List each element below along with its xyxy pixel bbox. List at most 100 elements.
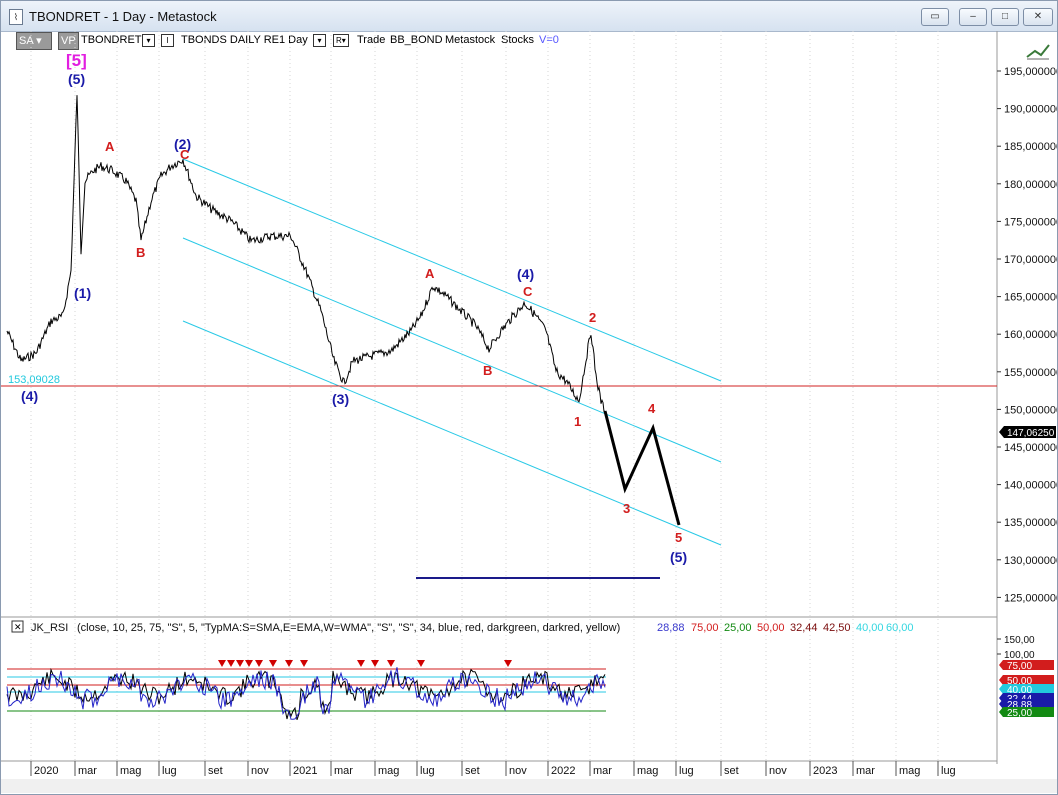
- reference-line-label: 153,09028: [8, 374, 60, 386]
- wave-1: 1: [574, 414, 581, 429]
- price-tick-label: 135,000000: [1004, 517, 1057, 529]
- price-tick-label: 155,000000: [1004, 367, 1057, 379]
- time-tick-label: lug: [162, 765, 177, 777]
- indicator-tag: [999, 684, 1054, 694]
- maximize-icon[interactable]: □: [991, 8, 1019, 26]
- bar-icon[interactable]: I: [161, 32, 174, 48]
- sell-arrow-icon: [300, 660, 308, 667]
- sell-arrow-icon: [245, 660, 253, 667]
- indicator-value: 32,44: [790, 622, 818, 634]
- wave-p1: (1): [74, 285, 91, 301]
- window-title: TBONDRET - 1 Day - Metastock: [29, 9, 217, 24]
- indicator-close-glyph: ✕: [14, 622, 22, 632]
- sell-arrow-icon: [255, 660, 263, 667]
- close-icon[interactable]: ✕: [1023, 8, 1053, 26]
- price-tick-label: 130,000000: [1004, 555, 1057, 567]
- time-tick-label: set: [465, 765, 480, 777]
- indicator-tag-text: 40,00: [1007, 685, 1032, 696]
- sell-arrow-icon: [504, 660, 512, 667]
- minimize-icon[interactable]: –: [959, 8, 987, 26]
- wave-a2: A: [425, 266, 435, 281]
- wave-p3: (3): [332, 391, 349, 407]
- time-tick-label: 2021: [293, 765, 317, 777]
- trade-label[interactable]: Trade: [357, 34, 386, 46]
- time-tick-label: mar: [334, 765, 353, 777]
- wave-c1: C: [180, 147, 190, 162]
- wave-2: 2: [589, 310, 596, 325]
- indicator-tag-text: 28,88: [1007, 700, 1032, 711]
- price-tick-label: 175,000000: [1004, 216, 1057, 228]
- time-tick-label: mar: [593, 765, 612, 777]
- chart-toolbar: SA ▾ VP TBONDRET ▾ I TBONDS DAILY RE 1 D…: [1, 32, 1001, 50]
- time-tick-label: mag: [378, 765, 399, 777]
- time-tick-label: 2023: [813, 765, 837, 777]
- wave-4: 4: [648, 401, 656, 416]
- price-chart[interactable]: 153,09028 [5] (5) (1) (2) (3) (4) (4) (5…: [1, 31, 1057, 794]
- sell-arrow-icon: [285, 660, 293, 667]
- rsi-line-blue: [6, 667, 606, 720]
- time-tick-label: mar: [78, 765, 97, 777]
- time-tick-label: lug: [679, 765, 694, 777]
- time-tick-label: 2022: [551, 765, 575, 777]
- time-tick-label: mag: [637, 765, 658, 777]
- price-tick-label: 160,000000: [1004, 329, 1057, 341]
- channel-lower: [182, 320, 722, 546]
- last-price-tag: 147,06250: [999, 426, 1056, 439]
- account-label: BB_BOND: [390, 34, 443, 46]
- indicator-tag-text: 75,00: [1007, 661, 1032, 672]
- time-tick-label: nov: [769, 765, 787, 777]
- time-tick-label: nov: [509, 765, 527, 777]
- time-axis[interactable]: 2020 mar mag lug set nov 2021 mar mag lug set nov 20…: [30, 761, 956, 777]
- symbol-dropdown-icon[interactable]: ▾: [142, 32, 155, 48]
- r-button[interactable]: R▾: [333, 32, 349, 48]
- channel-upper: [182, 158, 722, 382]
- chart-grid: [30, 31, 939, 761]
- indicator-axis: 150,00 100,00: [997, 635, 1035, 661]
- time-tick-label: set: [208, 765, 223, 777]
- price-tick-label: 195,000000: [1004, 66, 1057, 78]
- sell-arrow-icon: [357, 660, 365, 667]
- restore-small-icon[interactable]: ▭: [921, 8, 949, 26]
- price-series: [6, 95, 606, 413]
- chart-icon: ⌇: [9, 9, 23, 25]
- price-tick-label: 140,000000: [1004, 480, 1057, 492]
- price-tick-label: 145,000000: [1004, 442, 1057, 454]
- wave-3: 3: [623, 501, 630, 516]
- wave-a1: A: [105, 139, 115, 154]
- sell-arrow-icon: [236, 660, 244, 667]
- type-label: Stocks: [501, 34, 535, 46]
- indicator-value: 25,00: [724, 622, 752, 634]
- zoom-tool-icon[interactable]: [1026, 44, 1050, 60]
- vp-button[interactable]: VP: [58, 32, 79, 50]
- indicator-tag: [999, 660, 1054, 670]
- status-bar: [1, 779, 1057, 793]
- rsi-signal-arrows: [218, 660, 512, 667]
- wave-p5-target: (5): [670, 549, 687, 565]
- description-label: TBONDS DAILY RE: [181, 34, 280, 46]
- indicator-tag-text: 25,00: [1007, 708, 1032, 719]
- chart-area[interactable]: 153,09028 [5] (5) (1) (2) (3) (4) (4) (5…: [1, 31, 1057, 794]
- last-price-text: 147,06250: [1007, 428, 1055, 439]
- sa-button[interactable]: SA ▾: [16, 32, 52, 50]
- price-tick-label: 185,000000: [1004, 141, 1057, 153]
- time-tick-label: lug: [420, 765, 435, 777]
- sell-arrow-icon: [417, 660, 425, 667]
- indicator-value: 42,50: [823, 622, 851, 634]
- time-tick-label: nov: [251, 765, 269, 777]
- indicator-value: 50,00: [757, 622, 785, 634]
- periodicity-dropdown-icon[interactable]: ▾: [313, 32, 326, 48]
- symbol-label: TBONDRET: [81, 34, 142, 46]
- wave-5: 5: [675, 530, 682, 545]
- wave-labels: [5] (5) (1) (2) (3) (4) (4) (5) A B C A …: [21, 51, 687, 565]
- time-tick-label: 2020: [34, 765, 58, 777]
- sell-arrow-icon: [227, 660, 235, 667]
- price-axis[interactable]: 195,000000 190,000000 185,000000 180,000000…: [997, 66, 1057, 604]
- time-tick-label: lug: [941, 765, 956, 777]
- sell-arrow-icon: [371, 660, 379, 667]
- indicator-close-icon[interactable]: [11, 620, 24, 633]
- wave-p2: (2): [174, 136, 191, 152]
- sell-arrow-icon: [269, 660, 277, 667]
- indicator-tag: [999, 707, 1054, 717]
